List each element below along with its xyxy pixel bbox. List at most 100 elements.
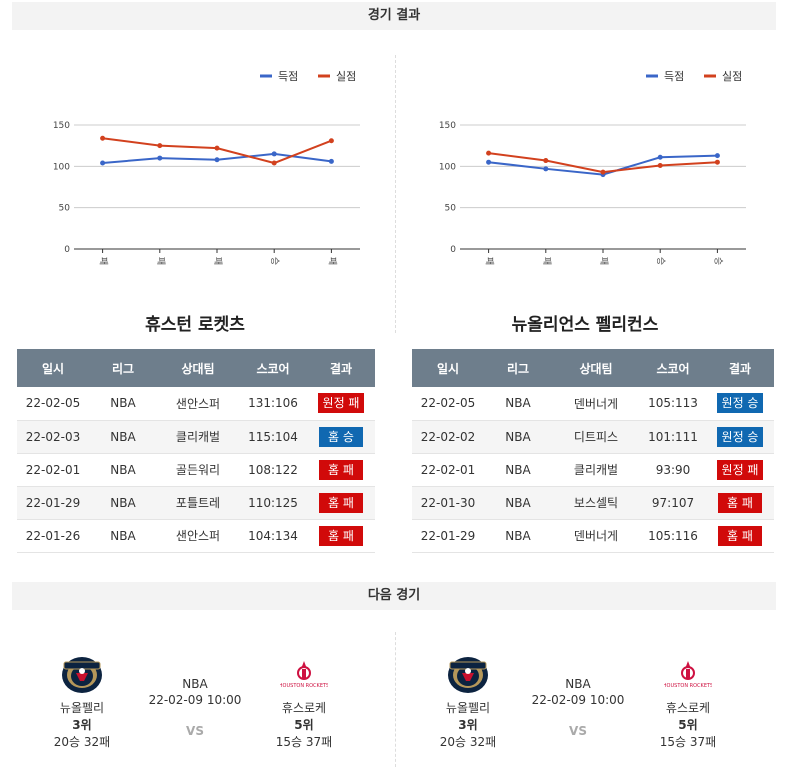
data-point	[214, 145, 220, 151]
x-tick-label: 패	[155, 257, 166, 265]
y-tick-label: 50	[445, 204, 457, 214]
x-tick-label: 패	[212, 257, 223, 265]
x-tick-label: 패	[541, 257, 552, 265]
home-team[interactable]: 뉴올펠리 3위 20승 32패	[42, 655, 122, 750]
next-section-title: 다음 경기	[367, 588, 421, 603]
data-point	[543, 158, 549, 164]
cell-league: NBA	[89, 453, 157, 487]
cell-opponent: 포틀트레	[157, 486, 239, 520]
data-point	[328, 158, 334, 164]
result-badge: 홈 패	[718, 492, 762, 513]
result-badge: 홈 패	[718, 525, 762, 546]
cell-date: 22-02-03	[17, 420, 89, 454]
cell-result: 홈 패	[307, 486, 375, 520]
table-row: 22-02-02 NBA 디트피스 101:111 원정 승	[412, 420, 774, 454]
cell-date: 22-01-30	[412, 486, 484, 520]
data-point	[271, 151, 277, 157]
next-column-divider	[395, 632, 396, 767]
result-badge: 원정 승	[716, 426, 764, 447]
cell-opponent: 덴버너게	[552, 387, 640, 421]
cell-opponent: 클리캐벌	[552, 453, 640, 487]
cell-date: 22-02-01	[17, 453, 89, 487]
cell-date: 22-02-02	[412, 420, 484, 454]
result-badge: 홈 패	[319, 525, 363, 546]
header-score: 스코어	[239, 349, 307, 387]
y-tick-label: 100	[53, 162, 70, 172]
table-row: 22-02-01 NBA 클리캐벌 93:90 원정 패	[412, 453, 774, 487]
home-team-rank: 3위	[458, 718, 478, 732]
cell-result: 원정 패	[706, 453, 774, 487]
home-team-name: 뉴올펠리	[445, 701, 491, 715]
data-point	[328, 138, 334, 144]
result-badge: 원정 패	[716, 459, 764, 480]
data-point	[714, 159, 720, 165]
cell-opponent: 덴버너게	[552, 519, 640, 553]
results-section-header: 경기 결과	[12, 2, 776, 30]
vs-label: VS	[186, 724, 204, 738]
result-badge: 홈 승	[319, 426, 363, 447]
home-team-record: 20승 32패	[439, 735, 497, 749]
game-datetime: 22-02-09 10:00	[148, 693, 242, 707]
data-point	[214, 157, 220, 163]
table-row: 22-02-03 NBA 클리캐벌 115:104 홈 승	[17, 420, 375, 454]
y-tick-label: 0	[450, 245, 456, 255]
table-row: 22-01-26 NBA 샌안스퍼 104:134 홈 패	[17, 519, 375, 553]
away-team-name: 휴스로케	[665, 701, 711, 715]
y-tick-label: 150	[53, 121, 70, 131]
header-score: 스코어	[640, 349, 706, 387]
cell-score: 93:90	[640, 453, 706, 487]
away-team-rank: 5위	[294, 718, 314, 732]
x-tick-label: 패	[598, 257, 609, 265]
header-date: 일시	[17, 349, 89, 387]
header-league: 리그	[89, 349, 157, 387]
header-opponent: 상대팀	[157, 349, 239, 387]
away-team-rank: 5위	[678, 718, 698, 732]
game-info: NBA 22-02-09 10:00	[518, 677, 638, 707]
pelicans-logo-icon	[58, 655, 106, 695]
data-point	[157, 143, 163, 149]
cell-league: NBA	[484, 387, 552, 421]
cell-result: 원정 승	[706, 387, 774, 421]
next-game-card[interactable]: 뉴올펠리 3위 20승 32패 NBA 22-02-09 10:00 VS HO…	[12, 655, 382, 775]
cell-opponent: 샌안스퍼	[157, 519, 239, 553]
cell-league: NBA	[484, 453, 552, 487]
pelicans-results-table: 일시 리그 상대팀 스코어 결과 22-02-05 NBA 덴버너게 105:113 원…	[412, 349, 774, 553]
cell-date: 22-01-29	[412, 519, 484, 553]
away-team-name: 휴스로케	[281, 701, 327, 715]
game-league: NBA	[565, 677, 591, 691]
data-point	[486, 150, 492, 156]
x-tick-label: 패	[484, 257, 495, 265]
away-team[interactable]: HOUSTON ROCKETS 휴스로케 5위 15승 37패	[264, 655, 344, 750]
cell-result: 홈 패	[706, 486, 774, 520]
home-team[interactable]: 뉴올펠리 3위 20승 32패	[428, 655, 508, 750]
table-row: 22-02-05 NBA 샌안스퍼 131:106 원정 패	[17, 387, 375, 421]
home-team-record: 20승 32패	[53, 735, 111, 749]
table-row: 22-02-05 NBA 덴버너게 105:113 원정 승	[412, 387, 774, 421]
cell-league: NBA	[89, 387, 157, 421]
result-badge: 홈 패	[319, 492, 363, 513]
home-team-name: 뉴올펠리	[59, 701, 105, 715]
table-row: 22-01-29 NBA 덴버너게 105:116 홈 패	[412, 519, 774, 553]
x-tick-label: 승	[269, 257, 280, 265]
cell-result: 홈 승	[307, 420, 375, 454]
data-point	[157, 155, 163, 161]
pelicans-chart: 득점 실점 0 50 100 150 패 패 패 승 승	[398, 55, 768, 280]
away-team[interactable]: HOUSTON ROCKETS 휴스로케 5위 15승 37패	[648, 655, 728, 750]
legend-label: 득점	[278, 70, 298, 83]
home-team-rank: 3위	[72, 718, 92, 732]
cell-date: 22-02-05	[412, 387, 484, 421]
data-point	[271, 160, 277, 166]
next-game-card[interactable]: 뉴올펠리 3위 20승 32패 NBA 22-02-09 10:00 VS HO…	[398, 655, 768, 775]
cell-score: 104:134	[239, 519, 307, 553]
cell-result: 홈 패	[307, 453, 375, 487]
rockets-logo-icon: HOUSTON ROCKETS	[663, 655, 713, 695]
cell-result: 원정 패	[307, 387, 375, 421]
column-divider	[395, 55, 396, 333]
cell-opponent: 골든워리	[157, 453, 239, 487]
cell-score: 108:122	[239, 453, 307, 487]
cell-league: NBA	[89, 519, 157, 553]
pelicans-team-title: 뉴올리언스 펠리컨스	[511, 315, 659, 335]
table-row: 22-01-29 NBA 포틀트레 110:125 홈 패	[17, 486, 375, 520]
cell-result: 홈 패	[307, 519, 375, 553]
legend-label: 실점	[722, 70, 742, 83]
